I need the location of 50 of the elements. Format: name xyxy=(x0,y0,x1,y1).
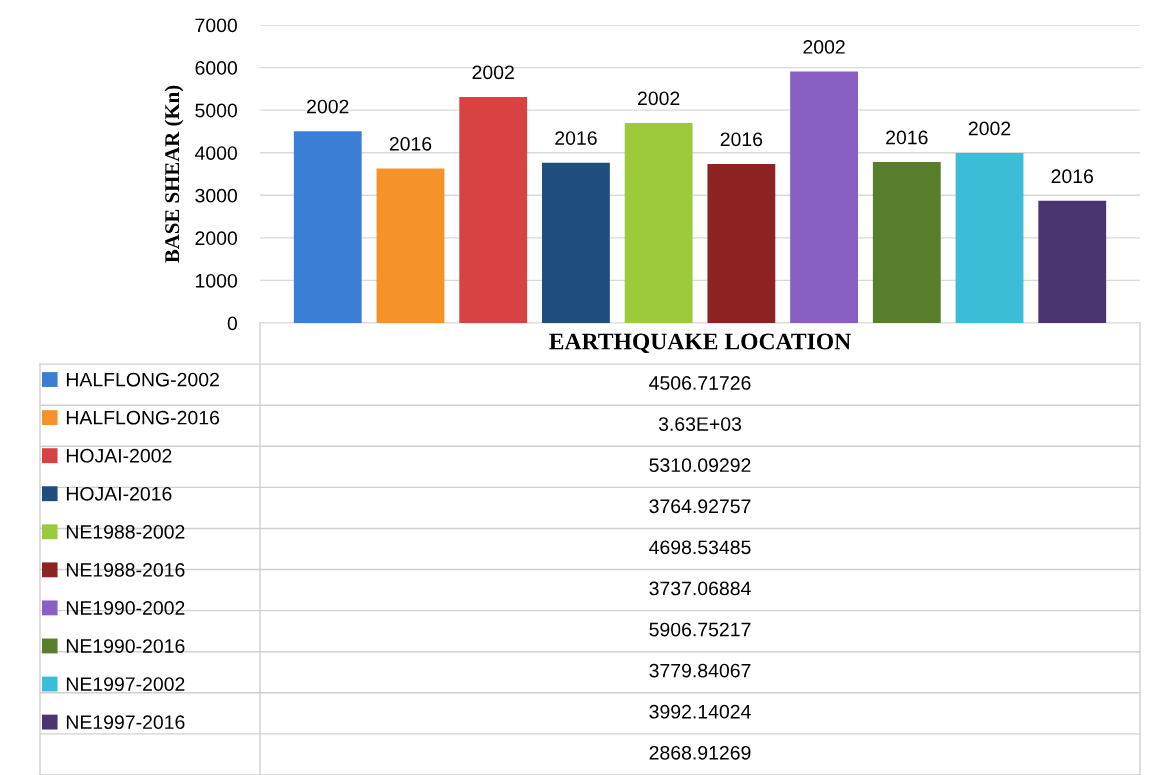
bar xyxy=(790,71,858,323)
bar xyxy=(872,162,941,323)
y-tick-label: 3000 xyxy=(195,188,238,203)
annotation: 2002 xyxy=(637,91,680,106)
legend-label: NE1997-2002 xyxy=(66,677,185,691)
bar xyxy=(459,96,528,323)
annotation: 2002 xyxy=(803,40,845,54)
x-tick-label: EARTHQUAKE LOCATION xyxy=(549,333,851,354)
text: 4506.71726 xyxy=(649,376,751,390)
y-tick-label: 7000 xyxy=(195,18,238,33)
y-tick-label: 0 xyxy=(227,316,238,331)
legend-label: NE1988-2016 xyxy=(66,563,185,577)
legend-label: HOJAI-2002 xyxy=(66,448,172,463)
text: 3.63E+03 xyxy=(658,417,742,431)
annotation: 2016 xyxy=(720,132,763,147)
y-tick-label: 5000 xyxy=(195,103,238,118)
legend-label: NE1997-2016 xyxy=(66,715,185,730)
y-tick-label: 4000 xyxy=(194,146,238,160)
bar xyxy=(624,122,693,323)
bar xyxy=(376,168,445,323)
y-tick-label: 1000 xyxy=(196,273,238,288)
legend-label: NE1988-2002 xyxy=(66,524,185,539)
text: 3737.06884 xyxy=(649,581,751,596)
y-tick-label: 2000 xyxy=(195,231,238,246)
bar xyxy=(293,131,362,323)
legend-label: HALFLONG-2016 xyxy=(66,410,220,425)
text: 3992.14024 xyxy=(649,704,751,719)
bar xyxy=(542,162,610,323)
annotation: 2016 xyxy=(389,136,432,151)
text: 4698.53485 xyxy=(649,540,751,555)
annotation: 2016 xyxy=(886,130,928,145)
legend-label: HOJAI-2016 xyxy=(66,486,172,501)
text: 5310.09292 xyxy=(649,458,751,473)
annotation: 2002 xyxy=(472,65,514,80)
text: 2868.91269 xyxy=(649,745,751,760)
annotation: 2016 xyxy=(1051,169,1094,184)
annotation: 2002 xyxy=(307,99,349,114)
legend-label: HALFLONG-2002 xyxy=(66,372,219,387)
bar xyxy=(955,153,1024,323)
text: 3779.84067 xyxy=(649,663,751,678)
text: 5906.75217 xyxy=(649,622,751,637)
bar xyxy=(707,163,776,323)
bar xyxy=(1038,200,1107,323)
annotation: 2016 xyxy=(555,131,597,145)
text: 3764.92757 xyxy=(649,499,751,514)
y-axis-title: BASE SHEAR (Kn) xyxy=(164,85,184,263)
annotation: 2002 xyxy=(968,121,1011,136)
legend-label: NE1990-2002 xyxy=(66,601,185,615)
legend-label: NE1990-2016 xyxy=(66,639,185,653)
y-tick-label: 6000 xyxy=(195,61,238,75)
